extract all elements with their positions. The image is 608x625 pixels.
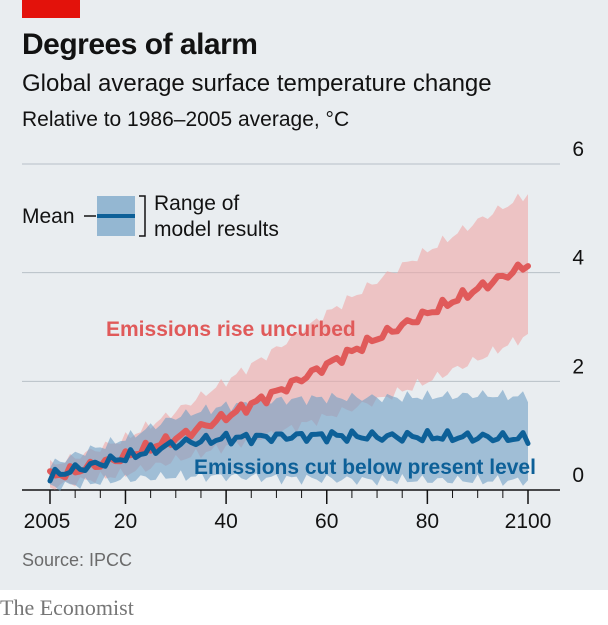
y-tick-label-0: 0 — [572, 464, 584, 487]
legend-range-bracket — [139, 195, 146, 237]
brand-tag — [22, 0, 80, 18]
x-tick-label-60: 60 — [315, 510, 338, 533]
units-label: Relative to 1986–2005 average, °C — [22, 108, 350, 131]
annotation-series-1: Emissions cut below present level — [194, 456, 536, 479]
chart-title: Degrees of alarm — [22, 28, 258, 61]
source-note: Source: IPCC — [22, 550, 133, 570]
bands-layer — [50, 193, 528, 492]
x-axis: 2005 20 40 60 80 2100 — [24, 490, 552, 533]
x-tick-label-2100: 2100 — [505, 510, 552, 533]
y-tick-label-4: 4 — [572, 247, 584, 270]
labels-layer: Emissions rise uncurbed Emissions cut bel… — [106, 318, 536, 479]
legend-mean-label: Mean — [22, 205, 75, 228]
range-band-series-0 — [50, 193, 528, 490]
mean-line-series-1 — [47, 428, 531, 484]
x-tick-label-20: 20 — [114, 510, 137, 533]
legend: Mean Range of model results — [22, 192, 279, 241]
legend-range-line2: model results — [154, 218, 279, 241]
grid-layer: 0 2 4 6 — [22, 138, 584, 491]
y-tick-label-2: 2 — [572, 355, 584, 378]
y-tick-label-6: 6 — [572, 138, 584, 161]
chart-svg: 0 2 4 6 2005 20 40 60 80 2100 Mean Range of mode… — [22, 138, 584, 533]
legend-range-line1: Range of — [154, 192, 239, 215]
brand-wordmark: The Economist — [0, 595, 134, 620]
annotation-series-0: Emissions rise uncurbed — [106, 318, 356, 341]
x-tick-label-80: 80 — [416, 510, 439, 533]
x-tick-label-40: 40 — [214, 510, 237, 533]
x-tick-label-2005: 2005 — [24, 510, 71, 533]
chart-subtitle: Global average surface temperature chang… — [22, 70, 492, 97]
lines-layer — [47, 261, 531, 484]
